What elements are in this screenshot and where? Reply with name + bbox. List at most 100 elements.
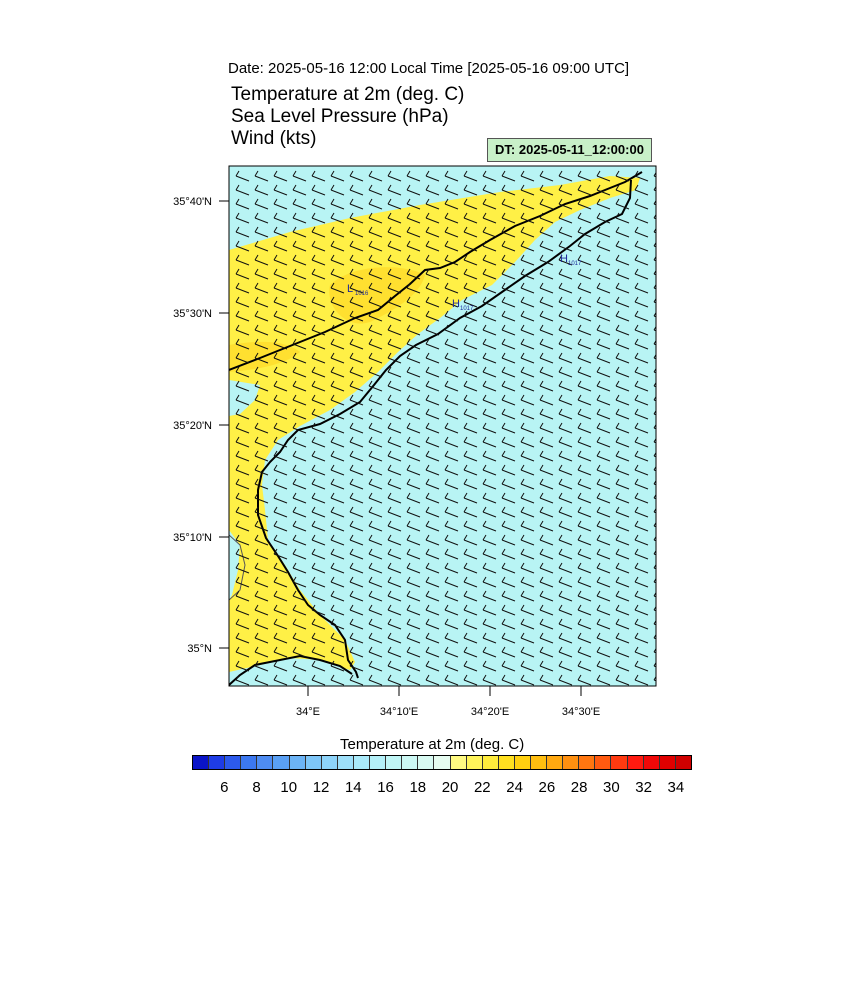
lat-label-2: 35°30'N	[173, 308, 212, 320]
colorbar-swatch	[402, 756, 419, 769]
wind-barb	[311, 240, 326, 252]
wind-barb	[577, 562, 592, 574]
wind-barb	[254, 450, 269, 462]
colorbar-swatch	[434, 756, 451, 769]
wind-barb	[273, 198, 288, 210]
wind-barb	[463, 590, 478, 602]
wind-barb	[406, 338, 421, 350]
wind-barb	[425, 324, 440, 336]
wind-barb	[292, 240, 307, 252]
wind-barb	[273, 604, 288, 616]
wind-barb	[577, 618, 592, 630]
wind-barb	[292, 394, 307, 406]
wind-barb	[349, 436, 364, 448]
wind-barb	[634, 562, 649, 574]
colorbar-label: 20	[441, 779, 459, 796]
wind-barb	[387, 548, 402, 560]
wind-barb	[539, 324, 554, 336]
wind-barb	[634, 366, 649, 378]
wind-barb	[482, 408, 497, 420]
wind-barb	[444, 268, 459, 280]
inland-line	[229, 534, 246, 601]
wind-barb	[539, 450, 554, 462]
wind-barb	[292, 380, 307, 392]
wind-barb	[406, 352, 421, 364]
wind-barb	[482, 450, 497, 462]
wind-barb	[330, 240, 345, 252]
wind-barb	[425, 254, 440, 266]
wind-barb	[292, 604, 307, 616]
wind-barb	[444, 226, 459, 238]
wind-barb	[577, 268, 592, 280]
wind-barb	[444, 646, 459, 658]
wind-barb	[368, 226, 383, 238]
wind-barb	[615, 170, 630, 182]
wind-barb	[387, 380, 402, 392]
wind-barb	[387, 576, 402, 588]
wind-barb	[520, 632, 535, 644]
wind-barb	[273, 534, 288, 546]
wind-barb	[254, 646, 269, 658]
wind-barb	[463, 618, 478, 630]
wind-barb	[311, 366, 326, 378]
wind-barb	[558, 240, 573, 252]
lat-label-4: 35°10'N	[173, 532, 212, 544]
wind-barb	[596, 408, 611, 420]
wind-barb	[596, 352, 611, 364]
wind-barb	[292, 226, 307, 238]
wind-barb	[368, 478, 383, 490]
wind-barb	[501, 660, 516, 672]
wind-barb	[330, 408, 345, 420]
wind-barb	[330, 268, 345, 280]
wind-barb	[235, 212, 250, 224]
wind-barb	[368, 450, 383, 462]
wind-barb	[501, 464, 516, 476]
wind-barb	[425, 464, 440, 476]
wind-barb	[634, 436, 649, 448]
wind-barb	[254, 604, 269, 616]
colorbar-labels: 6 8 10 12 14 16 18 20 22 24 26 28 30 32 34	[0, 779, 864, 799]
wind-barb	[596, 184, 611, 196]
wind-barb	[330, 170, 345, 182]
wind-barb	[330, 618, 345, 630]
wind-barb	[311, 282, 326, 294]
wind-barb	[463, 478, 478, 490]
wind-barb	[292, 520, 307, 532]
wind-barb	[501, 310, 516, 322]
wind-barb	[254, 240, 269, 252]
wind-barb	[406, 660, 421, 672]
wind-barb	[254, 436, 269, 448]
wind-barb	[425, 450, 440, 462]
wind-barb	[273, 170, 288, 182]
wind-barb	[463, 520, 478, 532]
wind-barb	[558, 436, 573, 448]
wind-barb	[349, 380, 364, 392]
wind-barb	[558, 380, 573, 392]
wind-barb	[292, 506, 307, 518]
wind-barb	[634, 296, 649, 308]
wind-barb	[235, 646, 250, 658]
colorbar-label: 32	[635, 779, 652, 796]
wind-barb	[254, 170, 269, 182]
colorbar-label: 28	[570, 779, 588, 796]
wind-barb	[254, 534, 269, 546]
wind-barb	[444, 464, 459, 476]
wind-barb	[406, 212, 421, 224]
wind-barb	[539, 436, 554, 448]
wind-barb	[235, 674, 250, 686]
wind-barb	[387, 646, 402, 658]
high-center-2: H	[560, 253, 568, 265]
wind-barb	[349, 408, 364, 420]
wind-barb	[330, 590, 345, 602]
wind-barb	[368, 520, 383, 532]
wind-barb	[387, 618, 402, 630]
wind-barb	[558, 310, 573, 322]
wind-barb	[482, 366, 497, 378]
wind-barb	[330, 394, 345, 406]
wind-barb	[501, 394, 516, 406]
wind-barb	[577, 240, 592, 252]
wind-barb	[368, 562, 383, 574]
wind-barb	[311, 492, 326, 504]
wind-barb	[634, 268, 649, 280]
wind-barb	[463, 282, 478, 294]
